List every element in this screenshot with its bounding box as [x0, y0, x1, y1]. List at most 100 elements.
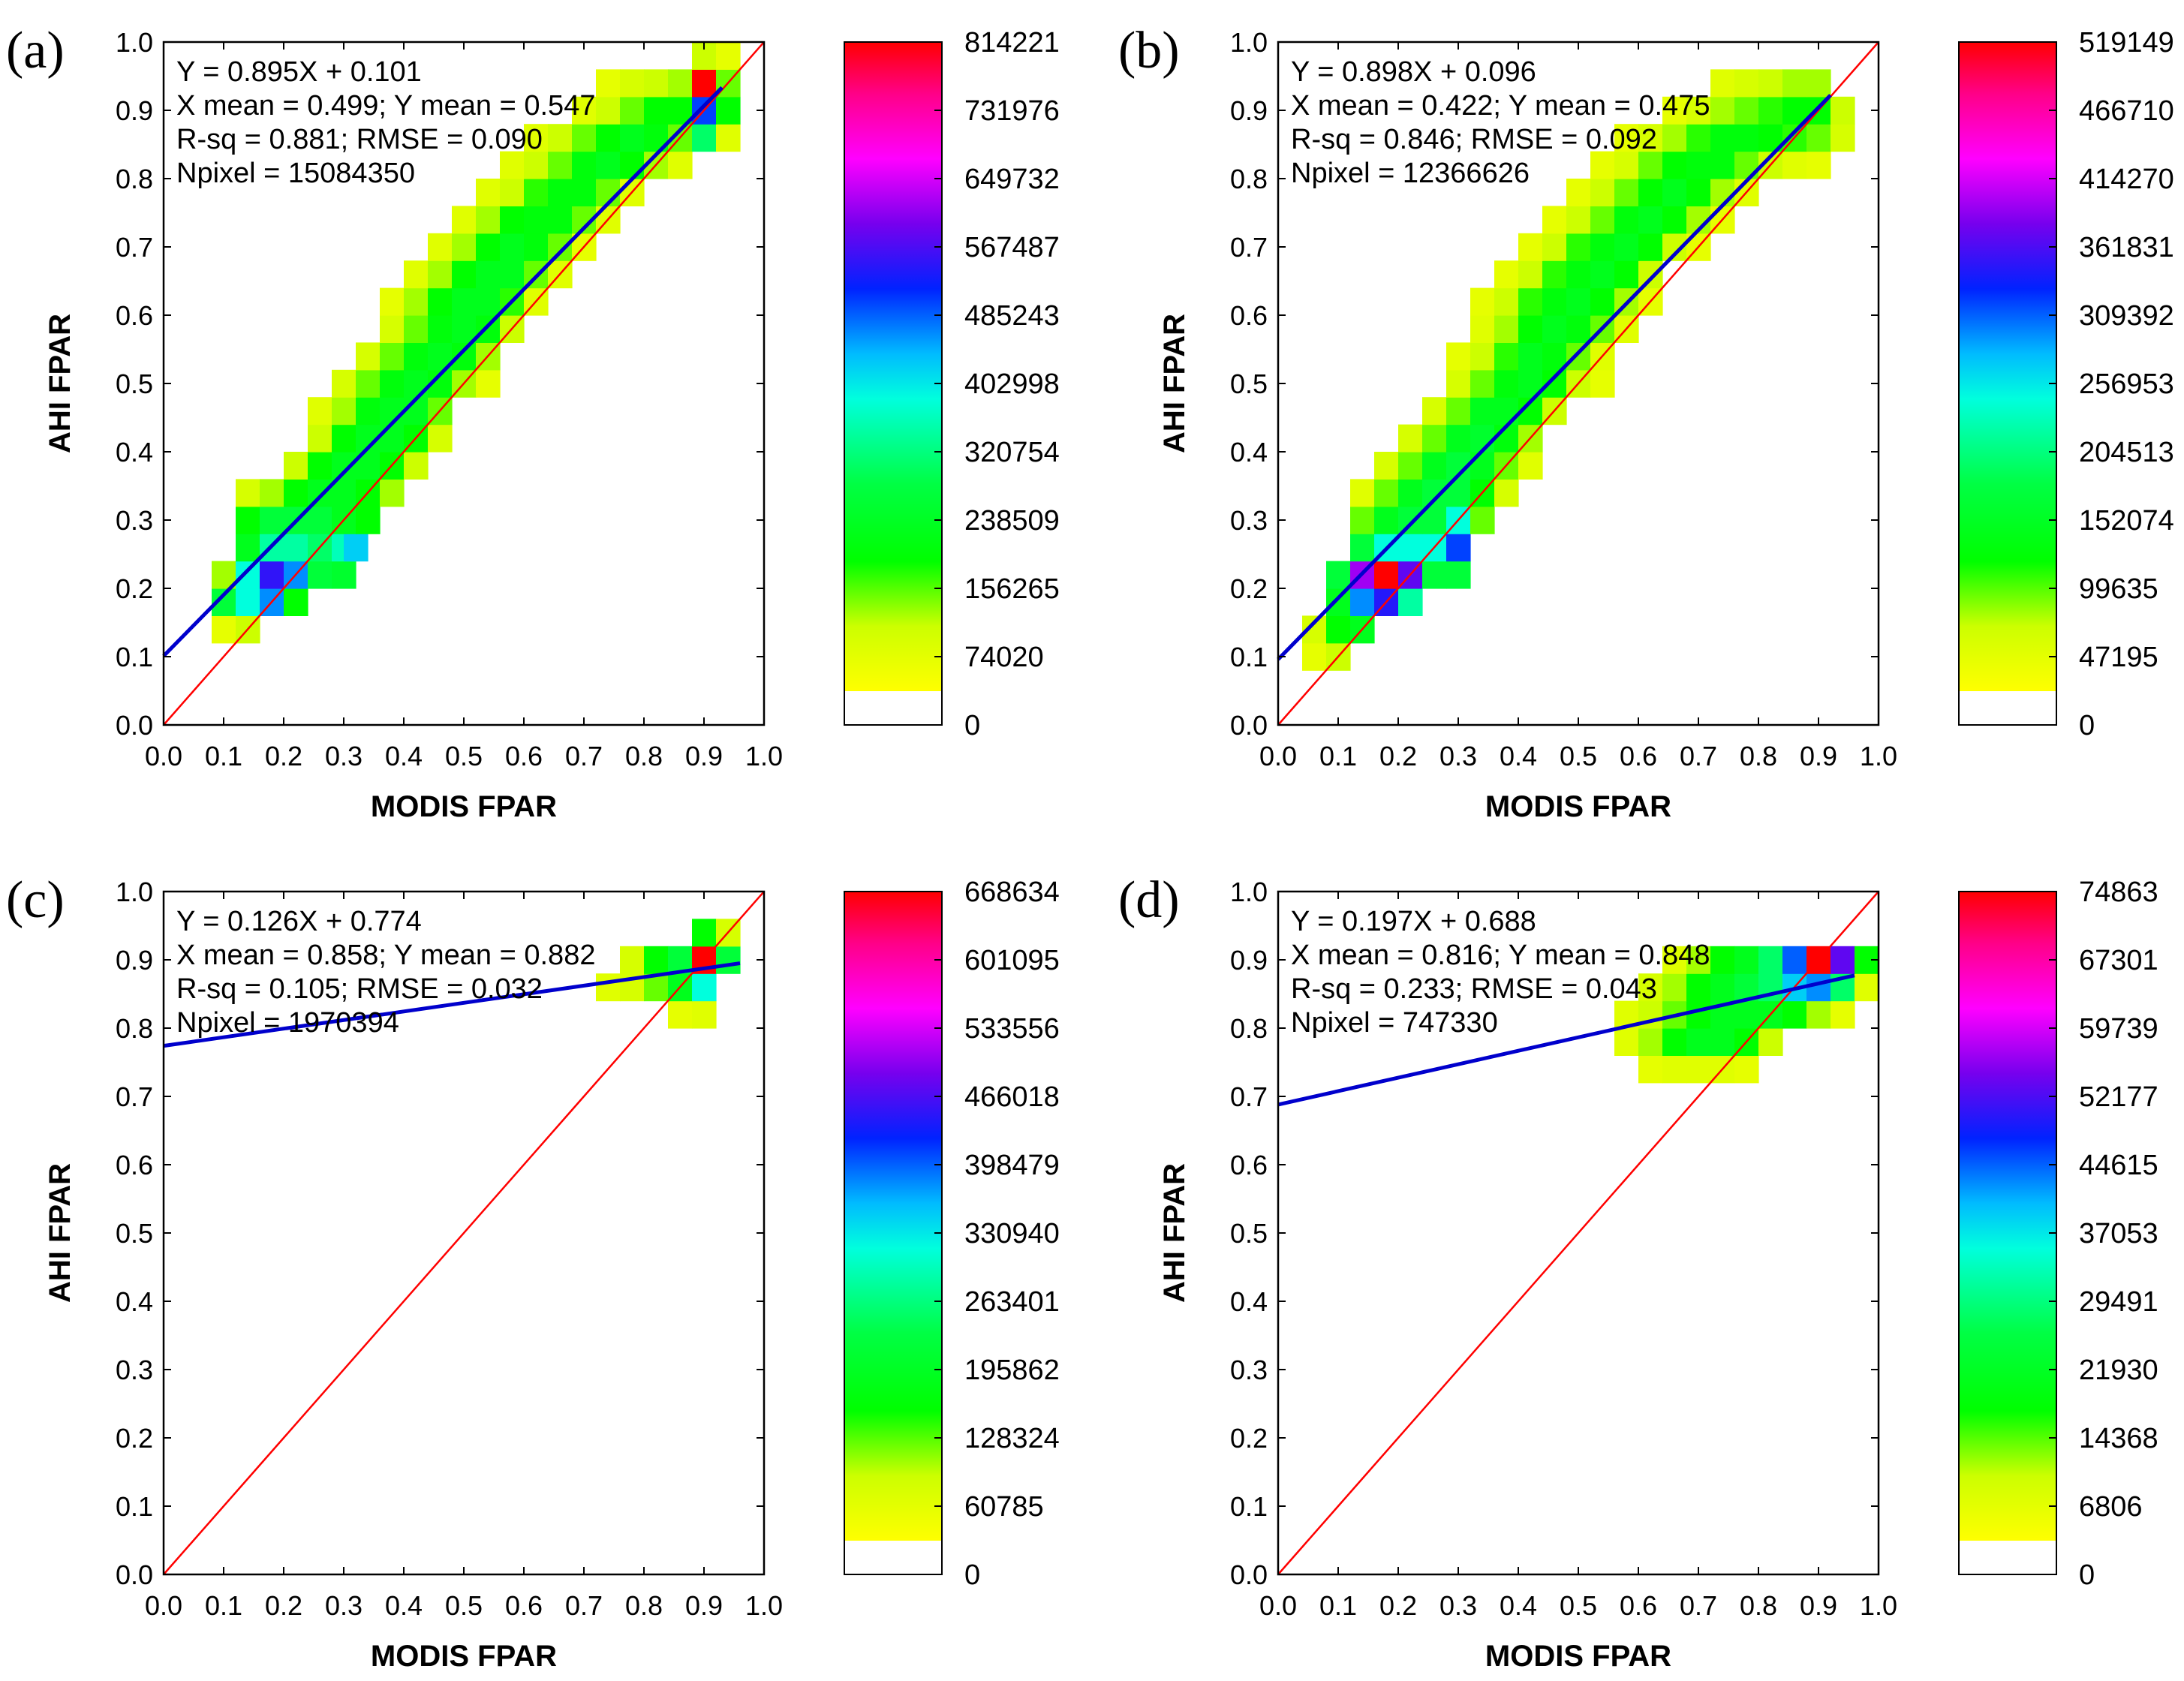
heatmap-cell [1326, 561, 1351, 589]
y-tick-label: 0.7 [116, 1081, 153, 1112]
heatmap-cell [380, 369, 405, 398]
heatmap-cells [1614, 946, 1879, 1084]
heatmap-cell [1758, 96, 1783, 125]
x-tick-label: 0.8 [625, 741, 663, 771]
y-tick-label: 0.3 [116, 1355, 153, 1385]
heatmap-cell [500, 233, 525, 261]
heatmap-cell [1590, 179, 1615, 206]
colorbar-tick-label: 74863 [2079, 877, 2158, 908]
heatmap-cell [1374, 479, 1399, 507]
colorbar-tick-label: 204513 [2079, 437, 2174, 468]
heatmap-cell [356, 397, 381, 426]
heatmap-cell [380, 424, 405, 453]
heatmap-cell [1566, 315, 1591, 343]
colorbar: 814221 731976 649732 567487 485243 402998 3207… [844, 27, 1060, 741]
heatmap-cell [500, 179, 525, 206]
x-tick-label: 0.5 [1560, 1590, 1597, 1621]
y-tick-label: 0.5 [1230, 1218, 1268, 1249]
y-tick-label: 0.9 [116, 945, 153, 976]
heatmap-cell [1638, 233, 1663, 261]
mean-values: X mean = 0.816; Y mean = 0.848 [1291, 940, 1710, 971]
y-axis-label: AHI FPAR [44, 1163, 77, 1303]
stats-annotation: Y = 0.197X + 0.688 X mean = 0.816; Y mea… [1291, 906, 1710, 1039]
heatmap-cell [1638, 973, 1663, 1002]
colorbar-tick-label: 533556 [964, 1013, 1060, 1045]
heatmap-cell [1782, 69, 1807, 98]
npixel-count: Npixel = 12366626 [1291, 158, 1530, 189]
heatmap-cell [476, 369, 501, 398]
panel-label: (c) [6, 871, 65, 929]
colorbar-tick-label: 263401 [964, 1286, 1060, 1318]
heatmap-cell [308, 452, 332, 480]
heatmap-cell [1638, 1055, 1663, 1084]
colorbar-tick-label: 128324 [964, 1423, 1060, 1454]
y-tick-label: 0.6 [1230, 300, 1268, 331]
y-tick-label: 0.0 [116, 710, 153, 741]
y-tick-label: 0.1 [1230, 642, 1268, 672]
x-tick-label: 0.6 [1620, 741, 1657, 771]
colorbar-tick-label: 0 [964, 1559, 980, 1591]
colorbar-tick-label: 156265 [964, 573, 1060, 605]
heatmap-cell [1734, 124, 1759, 152]
heatmap-cell [1494, 315, 1519, 343]
heatmap-cell [1758, 946, 1783, 974]
heatmap-cell [1518, 342, 1543, 371]
heatmap-cell [284, 588, 308, 616]
y-tick-label: 0.3 [116, 505, 153, 536]
mean-values: X mean = 0.858; Y mean = 0.882 [176, 940, 595, 971]
colorbar-tick-label: 14368 [2079, 1423, 2158, 1454]
x-tick-label: 0.4 [385, 1590, 423, 1621]
heatmap-cell [524, 151, 549, 179]
heatmap-cell [620, 69, 645, 98]
x-tick-label: 0.3 [325, 741, 362, 771]
heatmap-cell [1782, 1000, 1807, 1029]
x-tick-label: 0.2 [1379, 1590, 1417, 1621]
x-tick-label: 0.7 [565, 1590, 603, 1621]
heatmap-cell [308, 561, 332, 589]
heatmap-cell [1710, 151, 1735, 179]
colorbar-tick-label: 52177 [2079, 1081, 2158, 1113]
heatmap-cell [284, 534, 308, 562]
colorbar-tick-label: 47195 [2079, 642, 2158, 673]
y-axis-label: AHI FPAR [1158, 314, 1191, 453]
x-tick-label: 0.9 [685, 1590, 723, 1621]
heatmap-cell [332, 561, 356, 589]
heatmap-cell [404, 315, 429, 343]
heatmap-cell [1398, 424, 1423, 453]
one-to-one-line [1277, 41, 1879, 726]
colorbar-tick-label: 60785 [964, 1491, 1044, 1523]
heatmap-cell [332, 397, 356, 426]
heatmap-cell [500, 260, 525, 289]
x-tick-label: 0.1 [205, 1590, 242, 1621]
y-tick-label: 0.9 [1230, 95, 1268, 126]
colorbar-tick-label: 361831 [2079, 232, 2174, 263]
x-tick-label: 1.0 [1860, 1590, 1897, 1621]
heatmap-cell [1614, 233, 1639, 261]
regression-equation: Y = 0.126X + 0.774 [176, 906, 422, 937]
heatmap-cell [476, 206, 501, 234]
heatmap-cell [1494, 369, 1519, 398]
colorbar-tick-label: 0 [2079, 1559, 2095, 1591]
colorbar: 74863 67301 59739 52177 44615 37053 29491 21930… [1958, 877, 2158, 1591]
regression-line [1277, 973, 1855, 1107]
colorbar-tick-label: 320754 [964, 437, 1060, 468]
y-tick-label: 0.8 [1230, 164, 1268, 194]
heatmap-cell [500, 206, 525, 234]
x-axis-label: MODIS FPAR [371, 1640, 557, 1673]
heatmap-cell [1686, 96, 1711, 125]
heatmap-cell [1662, 124, 1687, 152]
regression-equation: Y = 0.895X + 0.101 [176, 56, 422, 88]
heatmap-cell [476, 233, 501, 261]
x-tick-label: 0.3 [1439, 741, 1477, 771]
heatmap-cell [572, 124, 597, 152]
heatmap-cell [1614, 179, 1639, 206]
y-tick-label: 0.9 [116, 95, 153, 126]
y-tick-label: 0.0 [1230, 1559, 1268, 1590]
y-tick-label: 0.7 [116, 232, 153, 263]
regression-line [163, 961, 741, 1048]
heatmap-cell [236, 561, 260, 589]
y-tick-label: 0.2 [1230, 573, 1268, 604]
heatmap-cell [308, 506, 332, 534]
npixel-count: Npixel = 747330 [1291, 1007, 1498, 1039]
regression-equation: Y = 0.197X + 0.688 [1291, 906, 1536, 937]
